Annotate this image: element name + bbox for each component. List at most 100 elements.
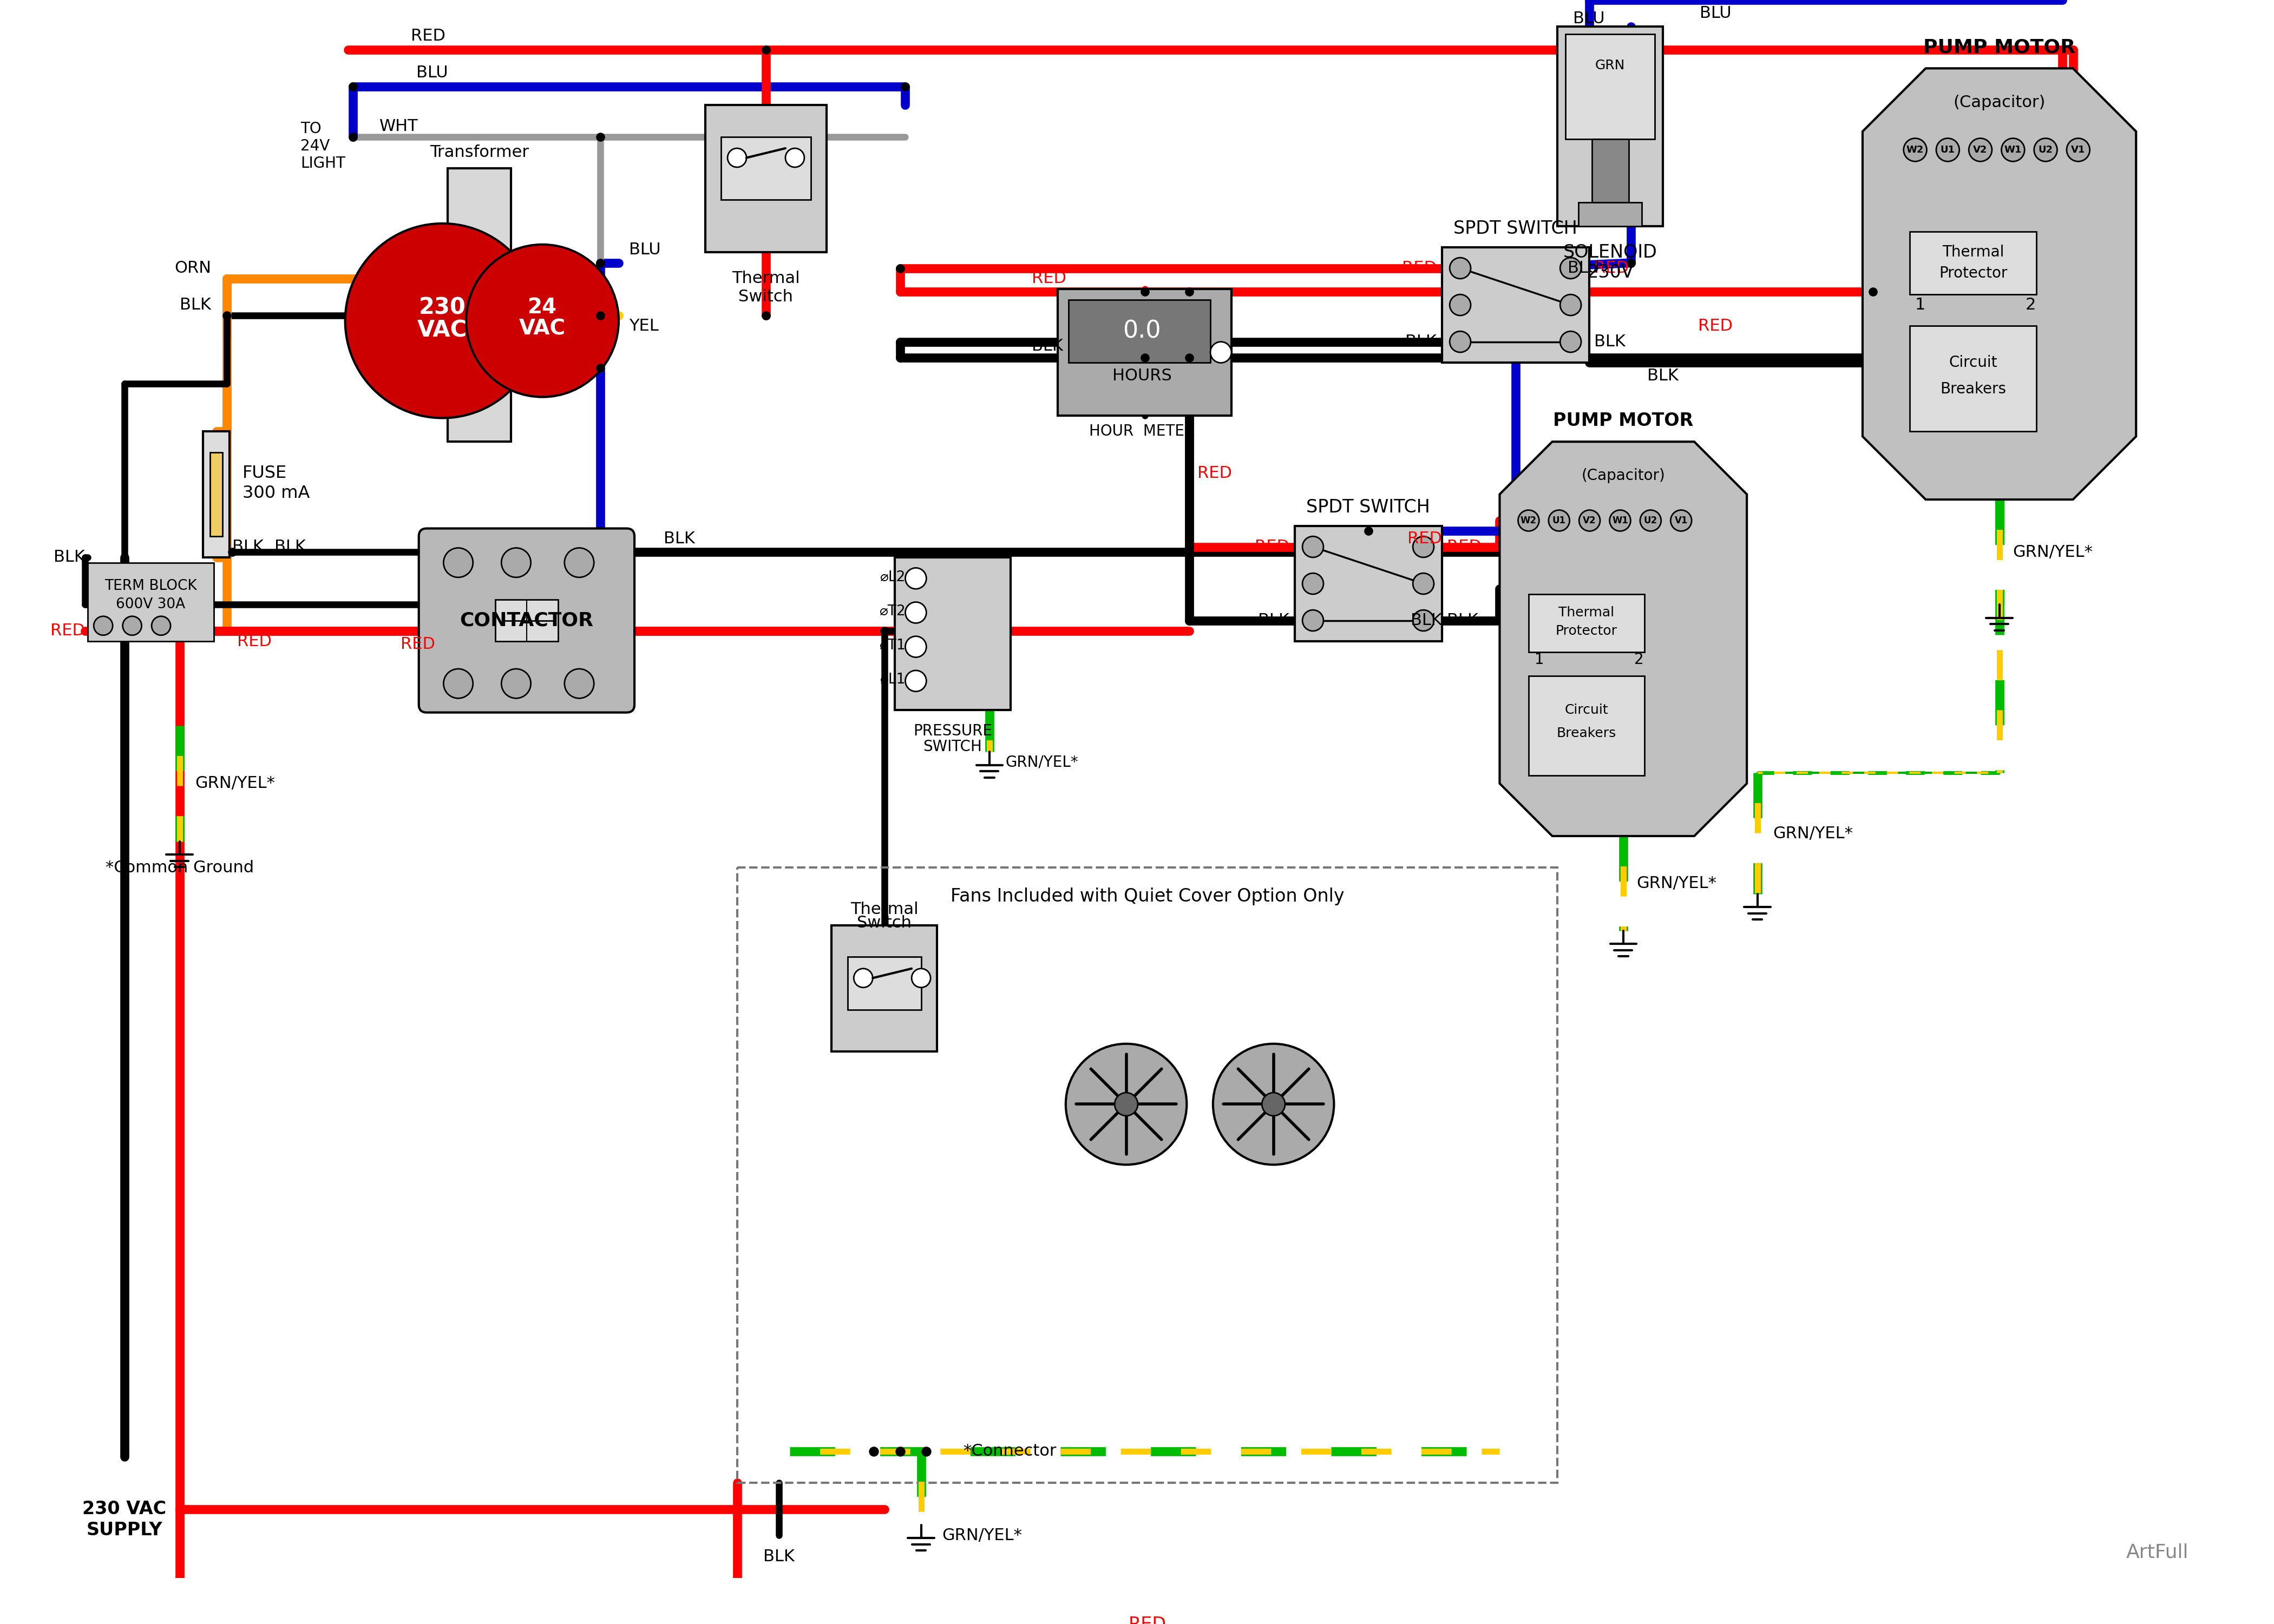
Text: Thermal: Thermal (732, 271, 800, 286)
Text: (Capacitor): (Capacitor) (1953, 94, 2044, 110)
Text: RED: RED (1403, 260, 1437, 276)
Text: Switch: Switch (857, 914, 912, 931)
Text: RED: RED (1594, 260, 1628, 276)
Point (1351, 518, 1387, 544)
Point (582, 250, 619, 276)
Text: PRESSURE: PRESSURE (914, 723, 991, 739)
Text: BLU: BLU (1574, 11, 1605, 26)
Circle shape (785, 148, 805, 167)
Point (882, 328, 919, 354)
Text: W1: W1 (1612, 516, 1628, 526)
FancyBboxPatch shape (448, 169, 512, 442)
FancyBboxPatch shape (705, 106, 825, 252)
Text: GRN/YEL*: GRN/YEL* (1637, 875, 1717, 892)
FancyBboxPatch shape (1069, 300, 1210, 362)
Circle shape (1262, 1093, 1285, 1116)
Text: SPDT SWITCH: SPDT SWITCH (1305, 499, 1430, 516)
Text: BLK: BLK (1258, 612, 1289, 628)
Circle shape (1212, 1044, 1335, 1164)
Text: FUSE: FUSE (243, 464, 287, 482)
Circle shape (1560, 294, 1580, 315)
Text: BLK: BLK (1446, 612, 1478, 628)
Text: Breakers: Breakers (1558, 728, 1617, 741)
FancyBboxPatch shape (1528, 676, 1644, 776)
Circle shape (93, 615, 114, 635)
FancyBboxPatch shape (209, 451, 223, 536)
Text: HOURS: HOURS (1112, 369, 1171, 383)
Text: GRN: GRN (1594, 58, 1626, 71)
Circle shape (1560, 258, 1580, 279)
Text: V2: V2 (1974, 145, 1987, 154)
Text: GRN/YEL*: GRN/YEL* (1774, 825, 1853, 841)
Text: RED: RED (1196, 466, 1233, 481)
Point (748, 37, 785, 63)
Circle shape (2067, 138, 2090, 161)
FancyBboxPatch shape (418, 528, 634, 713)
Text: PUMP MOTOR: PUMP MOTOR (1553, 412, 1694, 430)
Text: Breakers: Breakers (1940, 382, 2006, 396)
FancyBboxPatch shape (894, 557, 1010, 710)
Text: V1: V1 (1674, 516, 1687, 526)
Circle shape (905, 637, 926, 658)
FancyBboxPatch shape (832, 926, 937, 1052)
Text: BLK: BLK (1032, 338, 1062, 354)
Text: Thermal: Thermal (850, 901, 919, 918)
Text: BLK: BLK (1646, 369, 1678, 383)
Text: 0.0: 0.0 (1123, 320, 1162, 343)
Point (1126, 344, 1162, 370)
Point (1171, 344, 1207, 370)
Text: RED: RED (1128, 1616, 1167, 1624)
Circle shape (1549, 510, 1569, 531)
Point (882, 1439, 919, 1465)
Point (882, 255, 919, 281)
FancyBboxPatch shape (1910, 231, 2035, 294)
Text: GRN/YEL*: GRN/YEL* (196, 776, 275, 791)
Circle shape (123, 615, 141, 635)
Text: 1: 1 (1535, 653, 1544, 667)
Point (209, 302, 246, 328)
Text: ⌀T1: ⌀T1 (880, 638, 905, 653)
Circle shape (564, 669, 594, 698)
Point (334, 73, 371, 99)
FancyBboxPatch shape (86, 562, 214, 641)
Polygon shape (1862, 68, 2135, 500)
Text: BLK: BLK (664, 531, 694, 547)
FancyBboxPatch shape (496, 599, 557, 641)
Point (866, 619, 903, 645)
Circle shape (1412, 573, 1435, 594)
Text: TERM BLOCK: TERM BLOCK (105, 580, 198, 593)
Point (1571, 0, 1608, 13)
Point (1171, 607, 1207, 633)
Text: RED: RED (1446, 539, 1483, 555)
Point (582, 123, 619, 149)
Point (334, 73, 371, 99)
Circle shape (905, 603, 926, 624)
Text: VAC: VAC (518, 318, 566, 339)
Circle shape (152, 615, 171, 635)
Circle shape (1067, 1044, 1187, 1164)
Text: RED: RED (1699, 318, 1733, 335)
Text: PUMP MOTOR: PUMP MOTOR (1924, 37, 2076, 57)
Point (748, 302, 785, 328)
FancyBboxPatch shape (1294, 526, 1442, 641)
Text: GRN/YEL*: GRN/YEL* (1005, 755, 1078, 770)
Text: ⌀T2: ⌀T2 (880, 604, 905, 619)
Text: ORN: ORN (175, 260, 211, 276)
Point (1856, 279, 1892, 305)
Text: U1: U1 (1553, 516, 1567, 526)
Text: BLK: BLK (55, 549, 84, 565)
FancyBboxPatch shape (1592, 140, 1628, 203)
Text: BLU: BLU (630, 242, 662, 258)
Text: BLK: BLK (275, 539, 305, 555)
Text: 600V 30A: 600V 30A (116, 598, 184, 612)
Text: BLK: BLK (1405, 335, 1437, 349)
FancyBboxPatch shape (1565, 34, 1655, 140)
Text: V1: V1 (2072, 145, 2085, 154)
Circle shape (1210, 341, 1233, 362)
Circle shape (1451, 258, 1471, 279)
Point (1612, 250, 1649, 276)
Circle shape (1412, 611, 1435, 632)
Circle shape (1303, 536, 1323, 557)
FancyBboxPatch shape (1578, 203, 1642, 226)
Circle shape (1451, 294, 1471, 315)
